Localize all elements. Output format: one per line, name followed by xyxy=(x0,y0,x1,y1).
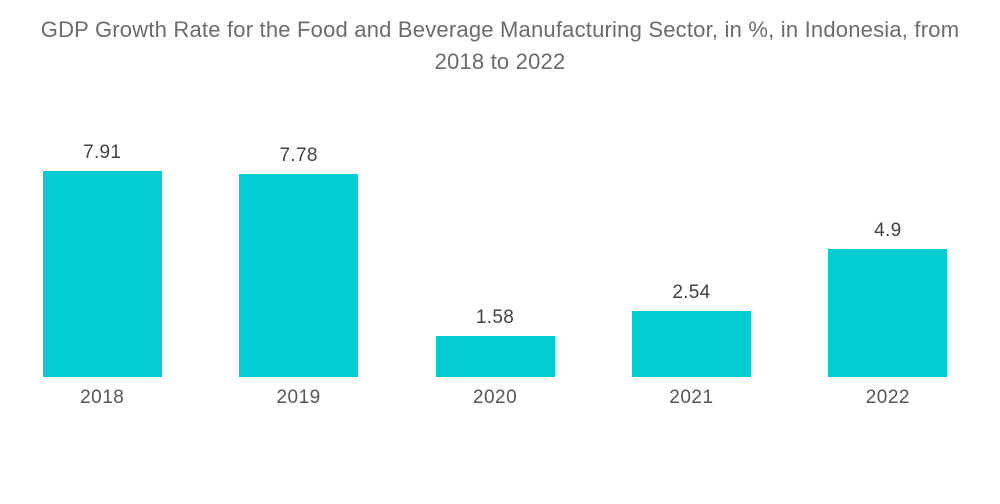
bar-column-2021: 2.54 xyxy=(593,137,789,377)
bar-column-2018: 7.91 xyxy=(4,137,200,377)
bar-value-label: 7.78 xyxy=(279,145,318,166)
bar-column-2020: 1.58 xyxy=(397,137,593,377)
category-label-2019: 2019 xyxy=(276,387,321,408)
category-label-2022: 2022 xyxy=(865,387,910,408)
plot-area: 7.91 7.78 1.58 2.54 4.9 2018 2019 2020 2021 2022 xyxy=(4,137,986,409)
bar-2022 xyxy=(828,249,948,377)
bar-2018 xyxy=(42,171,162,377)
category-axis: 2018 2019 2020 2021 2022 xyxy=(4,387,986,409)
bar-value-label: 1.58 xyxy=(475,307,515,328)
bar-value-label: 4.9 xyxy=(874,220,902,241)
bar-value-label: 2.54 xyxy=(672,282,711,303)
bar-2021 xyxy=(631,311,751,377)
bar-value-label: 7.91 xyxy=(83,142,122,163)
bar-column-2019: 7.78 xyxy=(200,137,396,377)
category-label-2018: 2018 xyxy=(80,387,125,408)
bar-column-2022: 4.9 xyxy=(790,137,986,377)
bars-row: 7.91 7.78 1.58 2.54 4.9 xyxy=(4,137,986,377)
category-label-2020: 2020 xyxy=(472,387,518,408)
category-label-2021: 2021 xyxy=(669,387,714,408)
bar-2020 xyxy=(435,336,555,377)
chart-title: GDP Growth Rate for the Food and Beverag… xyxy=(40,17,960,74)
bar-2019 xyxy=(239,174,359,377)
